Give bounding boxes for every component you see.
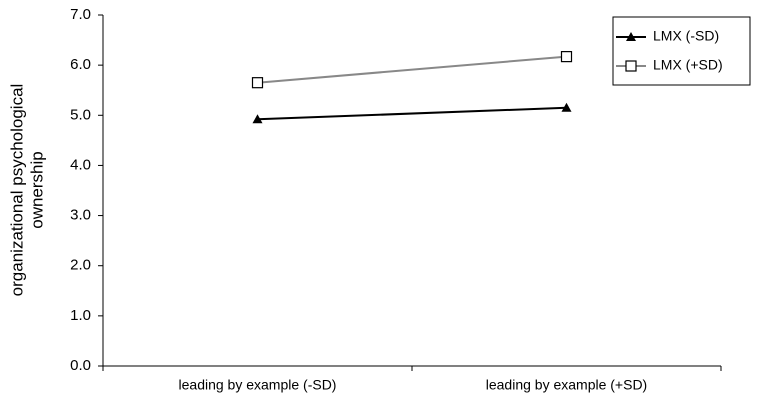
y-tick-label: 0.0 <box>70 357 91 374</box>
series-line <box>257 55 567 84</box>
y-tick-label: 6.0 <box>70 56 91 73</box>
y-tick-label: 4.0 <box>70 156 91 173</box>
y-axis-title: organizational psychological ownership <box>7 84 46 297</box>
y-axis-title-line: ownership <box>27 151 46 229</box>
y-tick-label: 1.0 <box>70 307 91 324</box>
legend-label: LMX (+SD) <box>653 57 723 73</box>
y-tick-label: 2.0 <box>70 257 91 274</box>
legend-marker <box>626 32 636 41</box>
legend-marker <box>625 60 637 72</box>
point <box>561 102 572 112</box>
x-tick-label: leading by example (-SD) <box>179 377 337 393</box>
y-tick-label: 5.0 <box>70 106 91 123</box>
point <box>560 51 573 63</box>
legend-label: LMX (-SD) <box>653 28 719 44</box>
legend-box <box>612 16 751 86</box>
point <box>251 77 264 89</box>
series-line <box>257 106 567 121</box>
x-tick-label: leading by example (+SD) <box>486 377 647 393</box>
y-tick-label: 3.0 <box>70 207 91 224</box>
y-axis-title-line: organizational psychological <box>7 84 26 297</box>
point <box>252 114 263 124</box>
y-tick-label: 7.0 <box>70 6 91 23</box>
